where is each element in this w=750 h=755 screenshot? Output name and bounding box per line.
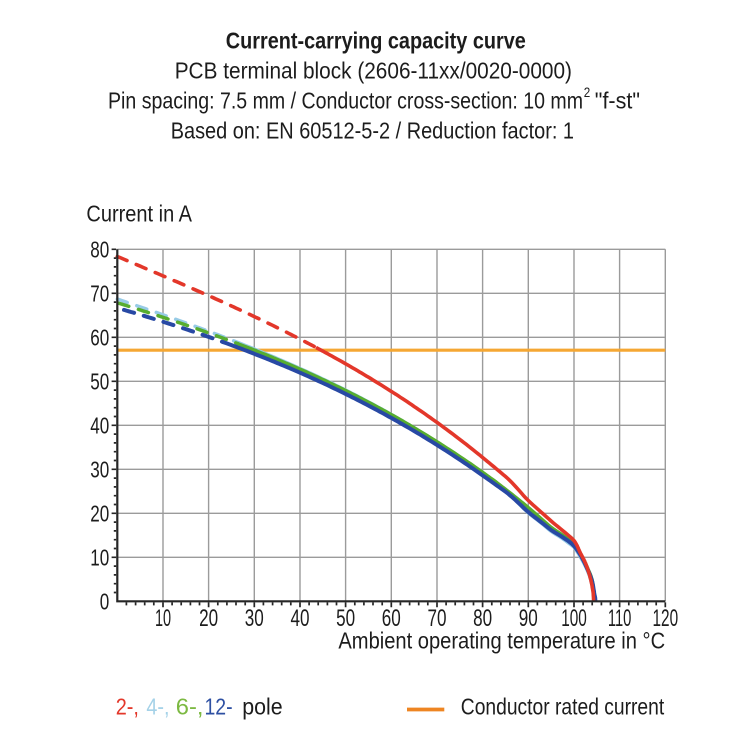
svg-text:70: 70 (428, 605, 447, 632)
svg-text:Conductor rated current: Conductor rated current (461, 694, 665, 720)
svg-text:60: 60 (382, 605, 401, 632)
svg-text:120: 120 (653, 605, 679, 632)
svg-text:60: 60 (90, 325, 109, 351)
svg-text:80: 80 (90, 237, 109, 263)
svg-text:20: 20 (90, 501, 109, 527)
svg-text:50: 50 (90, 369, 109, 395)
svg-text:2-,: 2-, (116, 694, 139, 720)
svg-text:40: 40 (90, 413, 109, 439)
svg-text:90: 90 (519, 605, 538, 632)
svg-text:50: 50 (336, 605, 355, 632)
svg-text:Ambient operating temperature: Ambient operating temperature in °C (338, 628, 665, 654)
svg-text:40: 40 (291, 605, 310, 632)
svg-text:70: 70 (90, 281, 109, 307)
svg-text:30: 30 (245, 605, 264, 632)
svg-text:Based on: EN 60512-5-2 / Reduc: Based on: EN 60512-5-2 / Reduction facto… (171, 118, 574, 144)
svg-text:30: 30 (90, 457, 109, 483)
svg-text:pole: pole (242, 694, 282, 720)
svg-text:Pin spacing: 7.5 mm / Conducto: Pin spacing: 7.5 mm / Conductor cross-se… (108, 88, 583, 114)
svg-text:"f-st": "f-st" (595, 88, 640, 114)
svg-text:Current-carrying capacity curv: Current-carrying capacity curve (226, 28, 526, 54)
svg-text:2: 2 (584, 84, 591, 100)
svg-text:12-: 12- (205, 694, 233, 720)
svg-text:6-,: 6-, (176, 694, 204, 720)
svg-text:0: 0 (100, 589, 110, 615)
svg-text:80: 80 (473, 605, 492, 632)
svg-text:100: 100 (561, 605, 587, 632)
svg-text:20: 20 (199, 605, 218, 632)
svg-text:10: 10 (90, 545, 109, 571)
svg-text:4-,: 4-, (146, 694, 169, 720)
svg-text:10: 10 (155, 605, 171, 632)
svg-text:PCB terminal block (2606-11xx/: PCB terminal block (2606-11xx/0020-0000) (175, 58, 572, 84)
svg-text:110: 110 (608, 605, 632, 632)
svg-text:Current in A: Current in A (86, 201, 192, 227)
